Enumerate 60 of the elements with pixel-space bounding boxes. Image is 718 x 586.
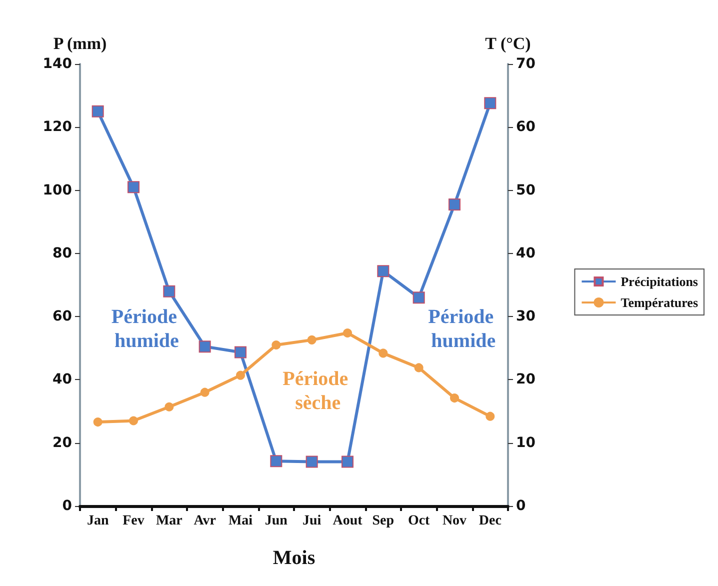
point <box>272 340 281 350</box>
y-tick-label: 120 <box>42 119 72 136</box>
y2-tick-label: 50 <box>516 182 536 198</box>
y2-tick-label: 40 <box>516 245 536 262</box>
x-axis-title: Mois <box>272 547 316 569</box>
legend-label: Précipitations <box>620 274 698 289</box>
x-tick-label: Oct <box>408 514 430 528</box>
x-tick-label: Mar <box>156 514 182 528</box>
y2-tick-label: 70 <box>516 56 536 72</box>
annotation: Période humide <box>109 306 180 352</box>
x-tick-label: Avr <box>194 514 216 528</box>
point <box>200 388 210 397</box>
y-tick-label: 20 <box>52 434 72 451</box>
point <box>129 416 138 426</box>
y2-axis-title: T (°C) <box>485 34 531 53</box>
point <box>342 456 354 468</box>
annotation: Période sèche <box>282 368 348 414</box>
point <box>414 363 424 372</box>
x-tick-label: Fev <box>122 514 144 528</box>
x-tick-label: Jan <box>86 514 109 528</box>
legend-label: Températures <box>620 295 698 310</box>
point <box>270 455 282 468</box>
annotation: Période humide <box>426 306 496 352</box>
y-tick-label: 140 <box>42 56 72 72</box>
point <box>450 394 459 403</box>
point <box>306 456 318 468</box>
y-axis-title: P (mm) <box>53 34 107 53</box>
point <box>377 265 390 278</box>
y-tick-label: 80 <box>52 245 72 262</box>
point <box>164 402 174 412</box>
x-tick-label: Aout <box>332 514 363 528</box>
point <box>484 97 496 110</box>
x-tick-label: Jui <box>302 514 322 528</box>
y2-tick-label: 0 <box>516 498 526 514</box>
point <box>236 370 245 380</box>
y2-tick-label: 60 <box>516 119 536 136</box>
point <box>448 198 460 210</box>
point <box>378 348 388 358</box>
y2-tick-label: 20 <box>516 372 536 388</box>
point <box>307 335 316 344</box>
point <box>198 340 211 353</box>
point <box>412 292 425 304</box>
y2-tick-label: 30 <box>516 308 536 325</box>
point <box>92 105 104 118</box>
point <box>163 285 176 298</box>
point <box>343 328 352 338</box>
point <box>486 412 495 421</box>
y-tick-label: 100 <box>42 182 72 198</box>
y-tick-label: 40 <box>52 372 72 388</box>
point <box>234 346 246 358</box>
y2-tick-label: 10 <box>516 434 536 451</box>
y-tick-label: 60 <box>52 308 72 325</box>
x-tick-label: Jun <box>264 514 288 528</box>
point <box>128 181 140 194</box>
x-tick-label: Dec <box>478 514 502 528</box>
x-tick-label: Sep <box>372 514 394 528</box>
x-tick-label: Nov <box>442 514 467 528</box>
x-tick-label: Mai <box>228 514 253 528</box>
y-tick-label: 0 <box>62 498 72 514</box>
point <box>93 418 102 427</box>
